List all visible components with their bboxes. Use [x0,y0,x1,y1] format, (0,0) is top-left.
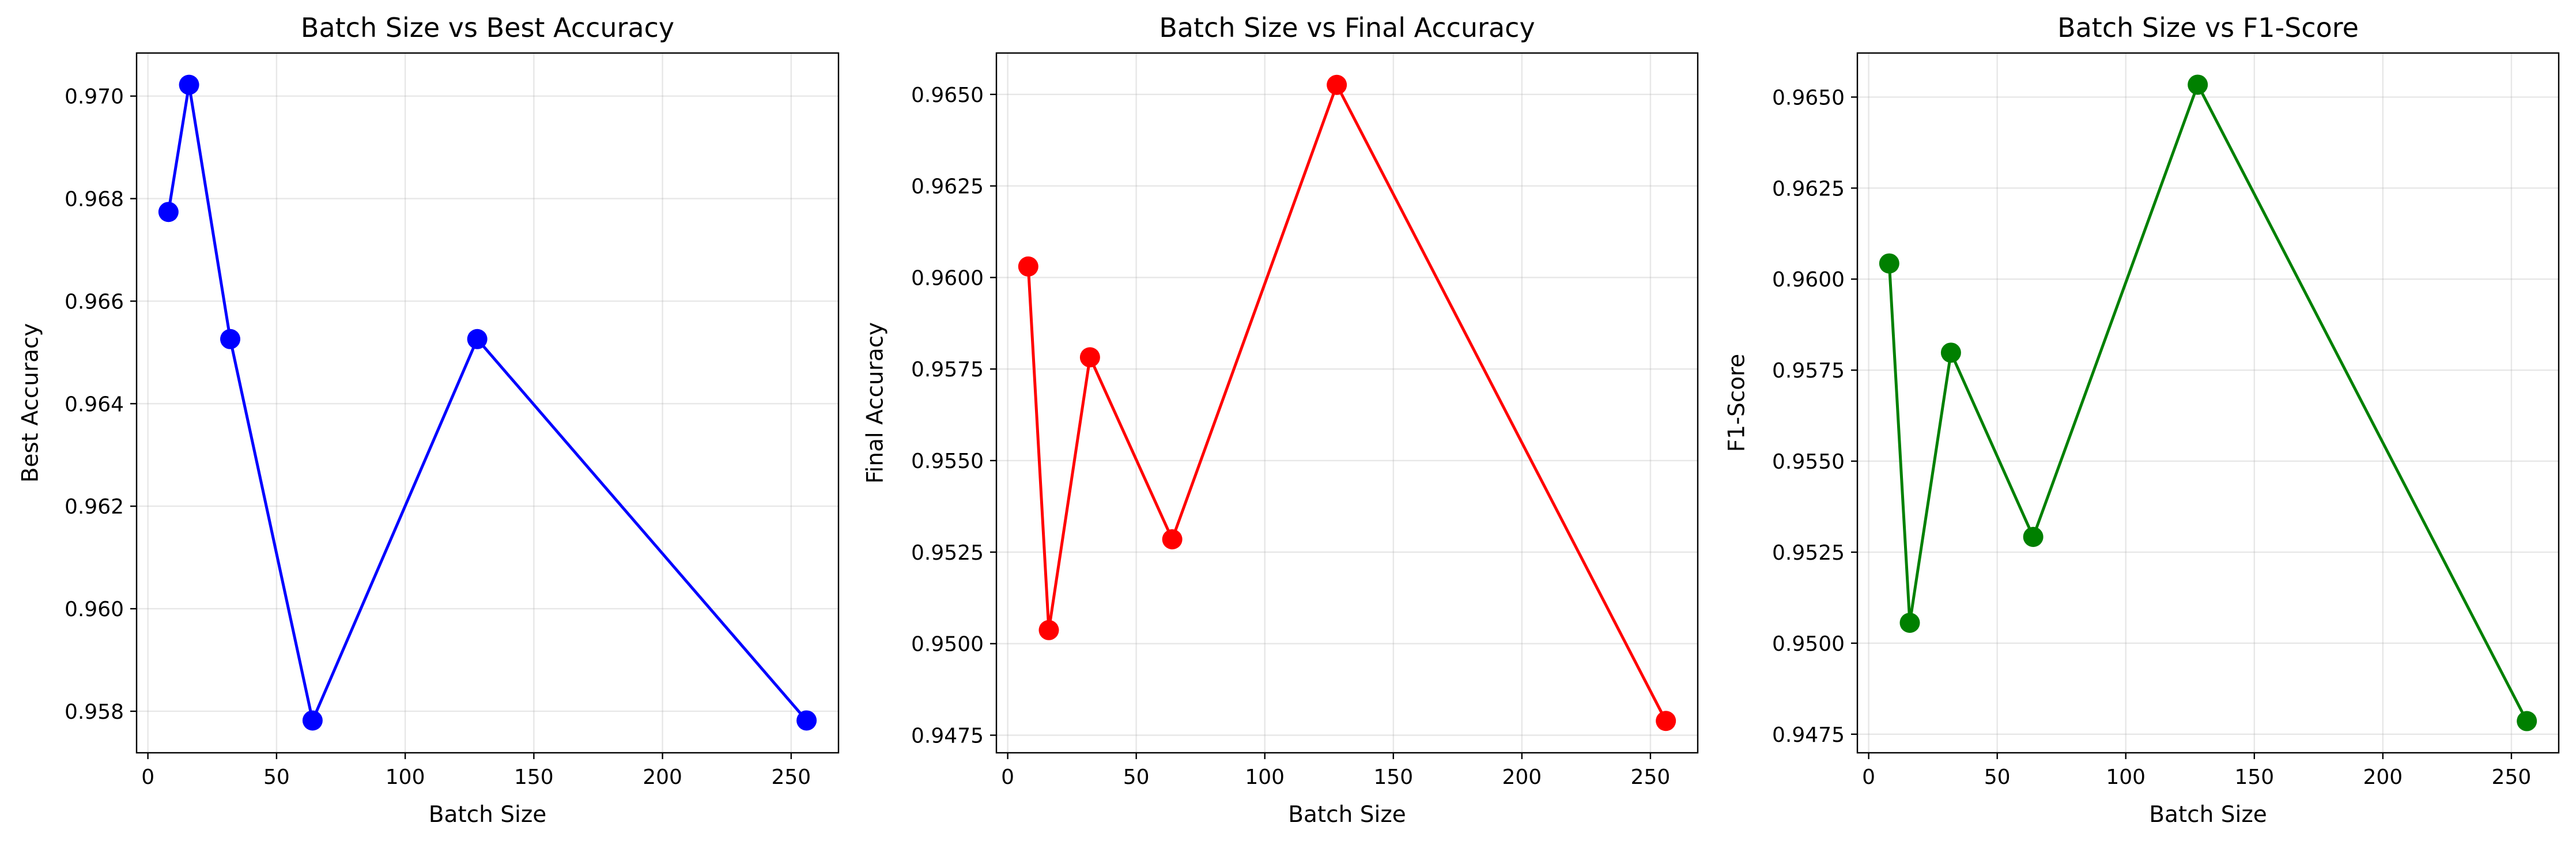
data-point [158,202,179,222]
plot-area-frame [1856,52,2560,754]
x-tick-label: 250 [1631,765,1671,789]
x-tick-label: 50 [1123,765,1150,789]
chart-title: Batch Size vs F1-Score [2057,12,2359,43]
y-tick-label: 0.9600 [1772,268,1845,292]
y-tick-label: 0.9575 [911,358,984,382]
x-tick-label: 250 [771,765,811,789]
y-tick-label: 0.964 [65,393,124,416]
x-tick-label: 0 [1862,765,1875,789]
y-tick-label: 0.970 [65,85,124,109]
data-point [1079,347,1100,368]
y-tick-label: 0.9575 [1772,359,1845,383]
data-point [1940,342,1961,363]
y-tick-label: 0.962 [65,495,124,519]
x-tick-label: 150 [1373,765,1413,789]
x-tick-label: 0 [141,765,154,789]
y-tick-label: 0.9550 [911,450,984,473]
y-tick-label: 0.966 [65,290,124,314]
y-tick-label: 0.9650 [1772,86,1845,110]
data-point [1018,256,1038,277]
y-tick-label: 0.9500 [1772,632,1845,656]
data-point [796,710,817,731]
series-line [1026,83,1668,723]
plot-area-frame [995,52,1699,754]
series-line [167,83,809,723]
data-point [1327,74,1347,95]
y-tick-label: 0.9475 [1772,723,1845,747]
x-axis-label: Batch Size [429,802,547,828]
y-tick-label: 0.9650 [911,84,984,107]
y-tick-label: 0.9525 [1772,541,1845,565]
x-axis-label: Batch Size [2149,802,2267,828]
x-tick-label: 200 [1502,765,1542,789]
data-point [1162,529,1183,550]
x-tick-label: 100 [386,765,425,789]
y-tick-label: 0.9625 [1772,177,1845,201]
data-point [179,74,199,95]
y-tick-label: 0.9625 [911,175,984,199]
y-tick-label: 0.9475 [911,725,984,748]
y-tick-label: 0.958 [65,700,124,724]
chart-panel-1: 0 50 100 150 200 250 0.958 0.960 0.962 0.964 0.966… [18,12,840,828]
y-axis-label: F1-Score [1724,354,1750,452]
data-point [1879,253,1899,274]
y-tick-label: 0.968 [65,188,124,212]
x-axis-label: Batch Size [1288,802,1406,828]
y-axis-label: Final Accuracy [863,322,889,484]
x-tick-label: 100 [1245,765,1285,789]
y-tick-label: 0.9550 [1772,450,1845,474]
data-point [220,329,241,349]
chart-title: Batch Size vs Best Accuracy [301,12,674,43]
data-point [1038,620,1059,640]
x-tick-label: 200 [2363,765,2403,789]
y-tick-label: 0.960 [65,598,124,621]
x-tick-label: 200 [643,765,682,789]
x-tick-label: 0 [1001,765,1014,789]
y-tick-label: 0.9600 [911,266,984,290]
y-axis-label: Best Accuracy [18,323,44,483]
x-tick-label: 100 [2106,765,2146,789]
x-tick-label: 150 [514,765,554,789]
y-tick-label: 0.9525 [911,541,984,565]
chart-title: Batch Size vs Final Accuracy [1159,12,1535,43]
x-tick-label: 250 [2492,765,2532,789]
data-point [467,329,488,349]
x-tick-label: 50 [1984,765,2011,789]
chart-panel-3: 0 50 100 150 200 250 0.9475 0.9500 0.9525 0.9550 0… [1724,12,2560,828]
data-point [1899,613,1920,633]
data-point [2188,74,2208,95]
plot-area-frame [135,52,840,754]
data-point [2023,526,2044,547]
x-tick-label: 150 [2234,765,2274,789]
data-point [1656,711,1676,731]
series-line [1887,83,2529,723]
x-tick-label: 50 [263,765,290,789]
data-point [302,710,323,731]
chart-panel-2: 0 50 100 150 200 250 0.9475 0.9500 0.9525 0.9550 0… [863,12,1699,828]
y-tick-label: 0.9500 [911,633,984,657]
data-point [2517,711,2537,731]
